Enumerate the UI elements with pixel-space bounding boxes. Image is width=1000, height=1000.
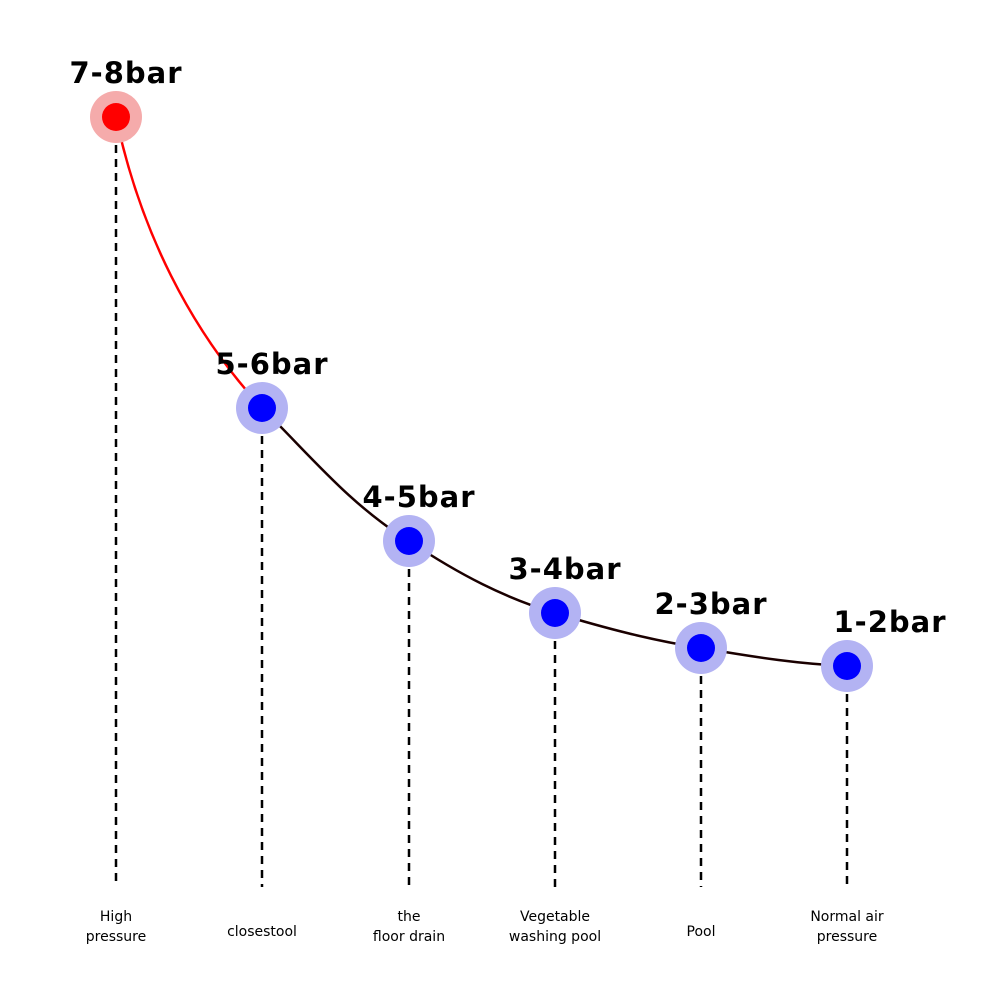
point xyxy=(541,599,569,627)
pressure-label: 5-6bar xyxy=(215,347,328,381)
caption: pressure xyxy=(817,929,877,945)
pressure-label: 2-3bar xyxy=(654,587,767,621)
point xyxy=(395,527,423,555)
curve-high xyxy=(114,116,263,409)
caption: floor drain xyxy=(373,929,445,945)
caption: Normal air xyxy=(810,909,884,925)
caption: the xyxy=(398,909,421,925)
caption: Vegetable xyxy=(520,909,590,925)
caption: washing pool xyxy=(509,929,601,945)
pressure-label: 1-2bar xyxy=(833,605,946,639)
caption: High xyxy=(100,909,132,925)
pressure-label: 3-4bar xyxy=(508,552,621,586)
caption: Pool xyxy=(687,924,716,940)
pressure-label: 4-5bar xyxy=(362,480,475,514)
point xyxy=(833,652,861,680)
caption: closestool xyxy=(227,924,297,940)
point xyxy=(687,634,715,662)
point xyxy=(248,394,276,422)
point xyxy=(102,103,130,131)
caption: pressure xyxy=(86,929,146,945)
pressure-label: 7-8bar xyxy=(69,56,182,90)
